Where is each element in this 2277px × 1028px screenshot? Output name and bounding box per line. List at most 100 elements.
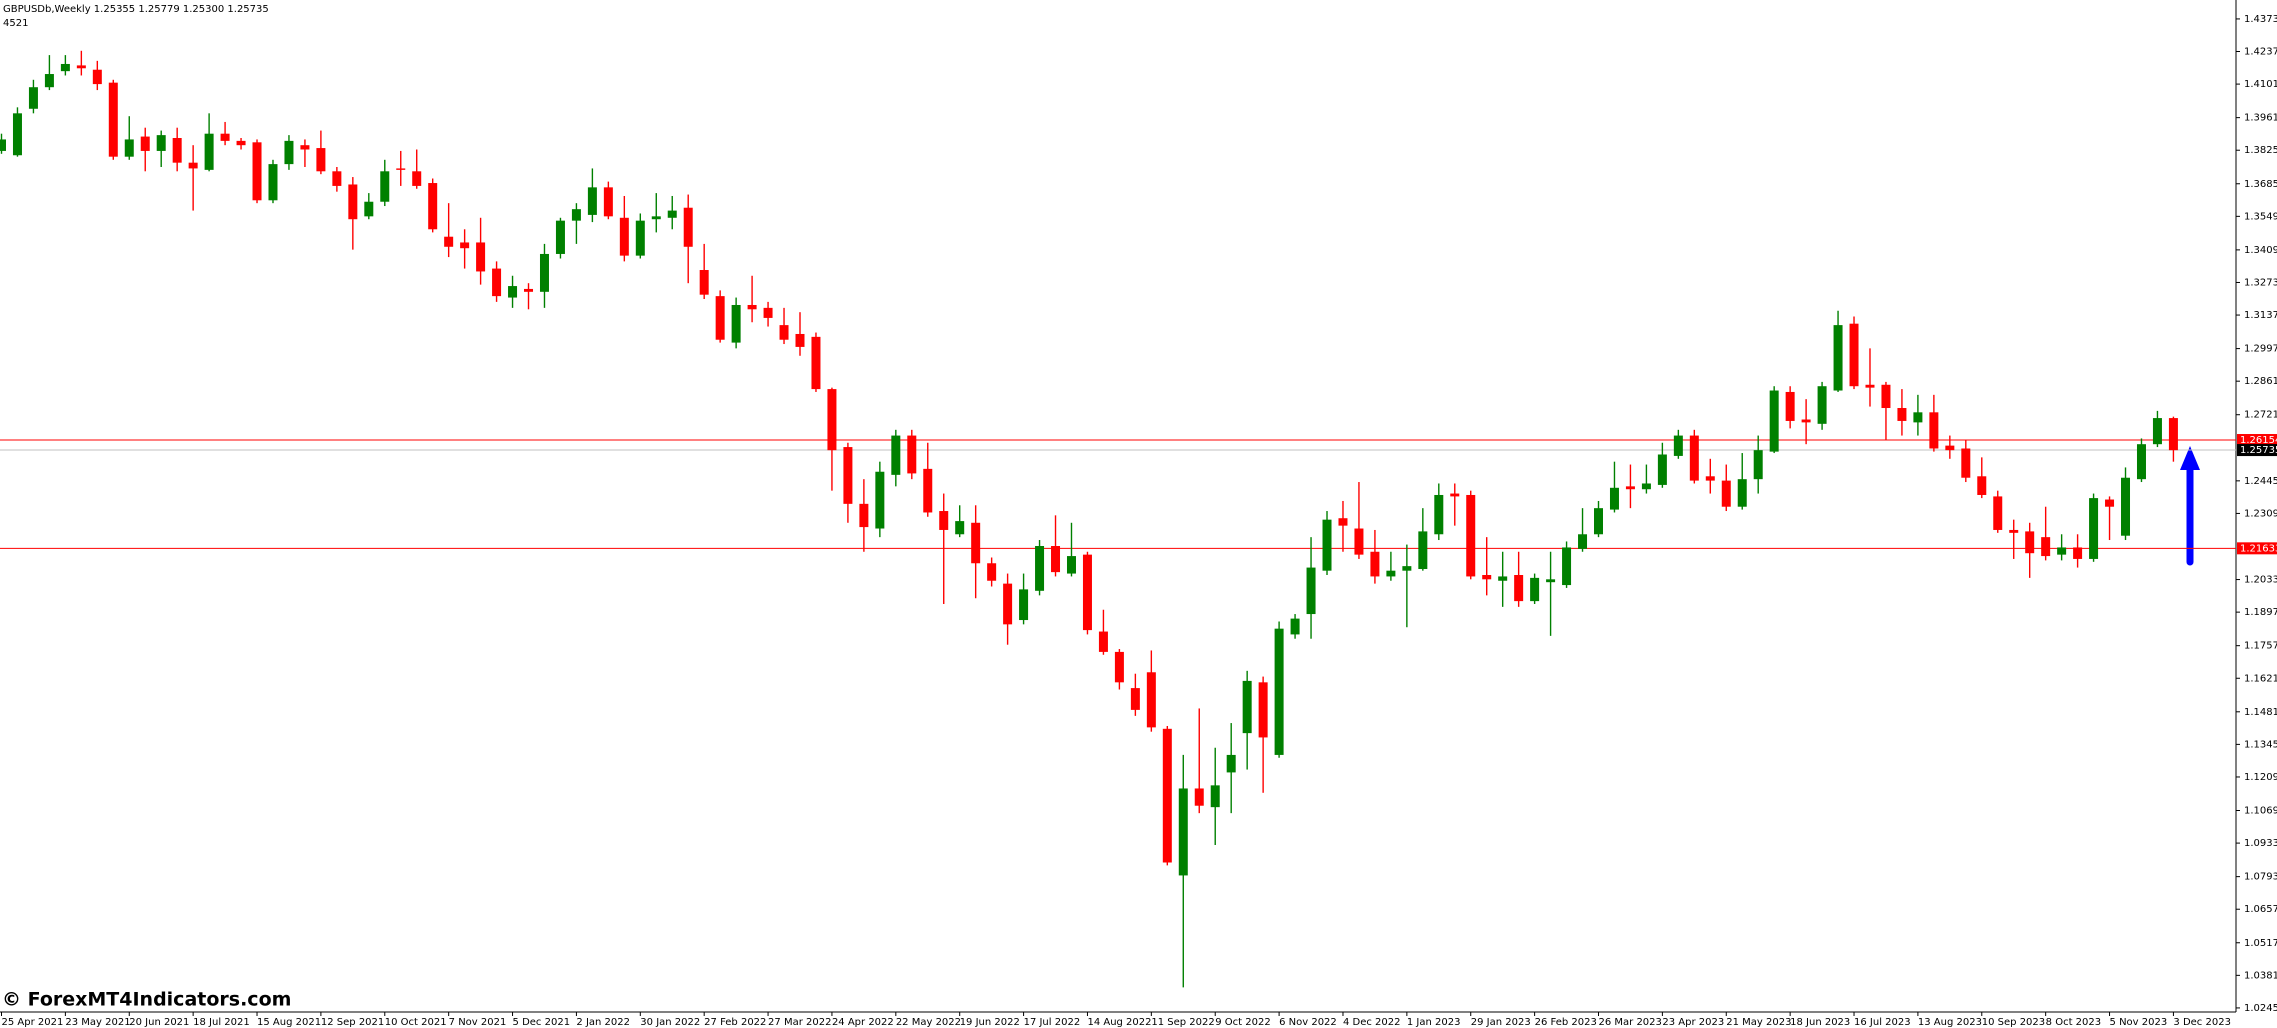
candle-body (1019, 589, 1029, 621)
candle-body (2089, 498, 2099, 559)
candle-body (619, 217, 629, 256)
x-tick-label: 22 May 2022 (896, 1017, 961, 1028)
x-tick-label: 15 Aug 2021 (257, 1017, 321, 1028)
candle-body (1578, 534, 1588, 549)
candle-body (1945, 445, 1955, 451)
candle-body (1689, 435, 1699, 481)
candle-body (1530, 577, 1540, 602)
candle-body (204, 133, 214, 170)
y-tick-label: 1.24450 (2244, 476, 2277, 487)
y-tick-label: 1.12090 (2244, 772, 2277, 783)
y-tick-label: 1.32730 (2244, 277, 2277, 288)
x-tick-label: 6 Nov 2022 (1279, 1017, 1337, 1028)
candle-body (1114, 651, 1124, 683)
x-tick-label: 27 Feb 2022 (704, 1017, 766, 1028)
candle-body (1194, 788, 1204, 806)
candle-body (907, 435, 917, 474)
candle-body (60, 63, 70, 72)
candle-body (955, 521, 965, 535)
candle-body (699, 270, 709, 295)
candle-body (1146, 672, 1156, 728)
x-tick-label: 26 Feb 2023 (1535, 1017, 1597, 1028)
y-tick-label: 1.03810 (2244, 970, 2277, 981)
candle-body (843, 447, 853, 504)
candle-body (2121, 477, 2131, 536)
level-label: 1.26154 (2240, 435, 2277, 446)
candle-body (316, 148, 326, 172)
candle-body (987, 563, 997, 581)
candle-body (1625, 486, 1635, 490)
x-tick-label: 23 Apr 2023 (1662, 1017, 1724, 1028)
candle-body (2073, 547, 2083, 559)
x-tick-label: 25 Apr 2021 (2, 1017, 64, 1028)
candle-body (651, 216, 661, 220)
candle-body (1274, 628, 1284, 755)
candle-body (124, 139, 134, 157)
candle-body (92, 69, 102, 85)
candle-body (1082, 554, 1092, 631)
candle-body (1705, 476, 1715, 481)
candle-body (1673, 435, 1683, 456)
candle-body (508, 286, 518, 298)
candle-body (1514, 575, 1524, 602)
candle-body (763, 307, 773, 318)
candle-body (1242, 680, 1252, 734)
x-tick-label: 20 Jun 2021 (129, 1017, 189, 1028)
watermark: © ForexMT4Indicators.com (2, 989, 291, 1011)
candle-body (587, 187, 597, 215)
candle-body (2136, 444, 2146, 480)
x-tick-label: 10 Sep 2023 (1982, 1017, 2045, 1028)
x-tick-label: 1 Jan 2023 (1407, 1017, 1461, 1028)
candle-body (2168, 418, 2178, 451)
candle-body (1609, 487, 1619, 510)
y-tick-label: 1.35490 (2244, 211, 2277, 222)
candle-body (1130, 688, 1140, 710)
y-tick-label: 1.18970 (2244, 607, 2277, 618)
candle-body (2009, 529, 2019, 533)
candle-body (284, 140, 294, 165)
candle-body (779, 325, 789, 340)
candle-body (827, 389, 837, 451)
y-tick-label: 1.27210 (2244, 410, 2277, 421)
candle-body (524, 288, 534, 292)
x-tick-label: 18 Jul 2021 (193, 1017, 250, 1028)
candle-body (1178, 788, 1188, 876)
candle-body (1817, 386, 1827, 424)
candle-body (923, 468, 933, 513)
candle-body (108, 82, 118, 157)
candle-body (172, 138, 182, 163)
candle-body (380, 171, 390, 202)
x-tick-label: 29 Jan 2023 (1471, 1017, 1531, 1028)
candle-body (1594, 508, 1603, 535)
candle-body (539, 253, 549, 292)
candle-body (1162, 728, 1172, 863)
candle-body (1210, 785, 1220, 808)
y-tick-label: 1.29970 (2244, 344, 2277, 355)
candle-body (428, 183, 438, 230)
candle-body (2041, 537, 2051, 557)
candle-body (300, 145, 310, 150)
level-label-bg (2237, 434, 2277, 447)
candle-body (1753, 450, 1763, 480)
x-tick-label: 23 May 2021 (65, 1017, 130, 1028)
candle-body (1051, 546, 1061, 573)
candle-body (971, 522, 981, 564)
candle-body (1306, 567, 1316, 615)
candle-body (268, 164, 278, 201)
candle-body (188, 162, 198, 169)
candle-body (683, 207, 693, 247)
candle-body (555, 220, 565, 254)
candle-body (731, 304, 741, 343)
candle-body (1450, 493, 1460, 497)
candle-body (1737, 479, 1747, 507)
candle-body (1769, 390, 1779, 452)
candle-body (1434, 494, 1444, 535)
candle-body (1498, 576, 1508, 581)
candle-body (635, 220, 645, 256)
x-tick-label: 8 Oct 2023 (2046, 1017, 2101, 1028)
candle-body (2025, 531, 2035, 554)
candle-body (1466, 494, 1476, 577)
level-label: 1.21633 (2240, 543, 2277, 554)
chart-title: GBPUSDb,Weekly 1.25355 1.25779 1.25300 1… (3, 4, 269, 15)
